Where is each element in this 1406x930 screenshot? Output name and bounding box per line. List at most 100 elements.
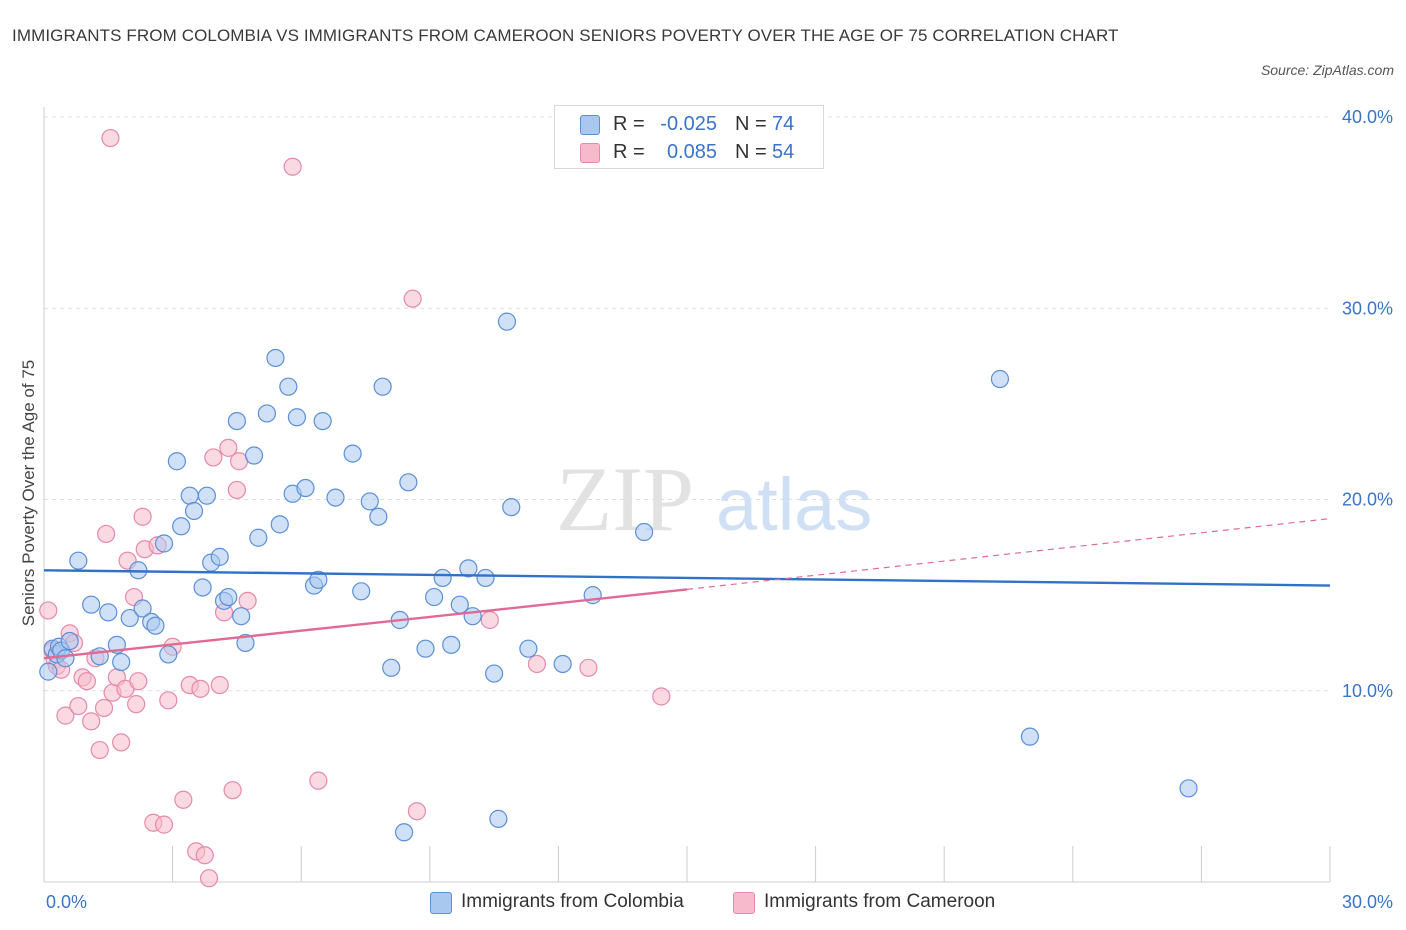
point-colombia xyxy=(463,607,482,626)
point-cameroon xyxy=(191,679,210,698)
point-colombia xyxy=(399,473,418,492)
point-cameroon xyxy=(223,781,242,800)
point-cameroon xyxy=(195,846,214,865)
point-colombia xyxy=(485,664,504,683)
point-cameroon xyxy=(204,448,223,467)
point-cameroon xyxy=(309,771,328,790)
point-colombia xyxy=(287,408,307,427)
point-cameroon xyxy=(283,157,302,176)
legend-n-label: N = xyxy=(735,113,767,135)
legend-label-cameroon: Immigrants from Cameroon xyxy=(764,891,996,912)
legend-swatch-colombia xyxy=(430,892,452,914)
point-colombia xyxy=(167,452,186,471)
point-cameroon xyxy=(133,507,152,526)
point-colombia xyxy=(433,568,452,588)
point-colombia xyxy=(635,522,654,542)
correlation-legend: R = -0.025 N = 74 R = 0.085 N = 54 xyxy=(554,105,824,169)
point-colombia xyxy=(90,647,109,666)
point-colombia xyxy=(266,348,285,368)
point-colombia xyxy=(236,633,255,653)
point-colombia xyxy=(172,517,191,536)
x-tick-label: 0.0% xyxy=(46,892,87,912)
point-cameroon xyxy=(579,658,598,677)
point-cameroon xyxy=(403,289,422,308)
point-cameroon xyxy=(129,672,148,691)
tick-labels: 10.0% 20.0% 30.0% 40.0% 0.0% 30.0% xyxy=(46,107,1393,912)
point-colombia xyxy=(416,639,435,658)
trend-lines xyxy=(43,518,1331,660)
legend-n-value: 54 xyxy=(772,141,795,163)
y-axis-title: Seniors Poverty Over the Age of 75 xyxy=(19,360,38,626)
point-colombia xyxy=(184,501,204,521)
point-colombia xyxy=(326,488,345,507)
legend-r-label: R = xyxy=(613,113,645,135)
series-cameroon-points xyxy=(39,128,671,888)
legend-swatch-colombia xyxy=(580,115,600,135)
point-cameroon xyxy=(407,802,427,821)
point-colombia xyxy=(442,635,461,654)
point-cameroon xyxy=(69,696,88,716)
point-colombia xyxy=(502,498,521,517)
legend-n-label: N = xyxy=(735,141,767,163)
legend-label-colombia: Immigrants from Colombia xyxy=(461,891,684,912)
point-cameroon xyxy=(90,740,109,760)
point-colombia xyxy=(309,570,328,589)
y-tick-label: 40.0% xyxy=(1342,107,1393,127)
point-colombia xyxy=(313,411,332,431)
trend-line-cameroon-projection xyxy=(686,518,1331,590)
point-colombia xyxy=(1179,779,1198,798)
point-colombia xyxy=(343,444,362,463)
point-colombia xyxy=(424,587,444,607)
point-colombia xyxy=(990,369,1010,389)
y-tick-label: 30.0% xyxy=(1342,298,1393,318)
axes xyxy=(43,107,1331,883)
point-colombia xyxy=(459,559,478,578)
point-cameroon xyxy=(56,706,75,725)
point-colombia xyxy=(99,603,118,622)
point-colombia xyxy=(112,652,131,672)
point-cameroon xyxy=(101,128,120,148)
point-colombia xyxy=(69,551,88,570)
point-colombia xyxy=(382,658,401,677)
point-colombia xyxy=(60,631,79,651)
point-colombia xyxy=(56,649,75,668)
point-colombia xyxy=(82,595,101,614)
point-colombia xyxy=(193,578,212,597)
point-colombia xyxy=(270,515,289,534)
point-cameroon xyxy=(97,524,116,544)
point-colombia xyxy=(197,486,216,505)
point-colombia xyxy=(279,377,298,396)
point-colombia xyxy=(146,616,165,635)
point-cameroon xyxy=(159,691,178,710)
x-tick-label: 30.0% xyxy=(1342,892,1393,912)
point-cameroon xyxy=(174,790,193,809)
point-colombia xyxy=(232,607,251,626)
point-cameroon xyxy=(77,672,96,691)
point-colombia xyxy=(394,823,414,842)
legend-n-value: 74 xyxy=(772,113,795,135)
point-colombia xyxy=(296,478,315,498)
chart-title: IMMIGRANTS FROM COLOMBIA VS IMMIGRANTS F… xyxy=(12,26,1119,45)
point-cameroon xyxy=(219,438,238,457)
legend-swatch-cameroon xyxy=(733,892,755,914)
point-colombia xyxy=(257,404,277,423)
point-cameroon xyxy=(527,654,547,674)
watermark-zip: ZIP xyxy=(556,448,694,550)
point-colombia xyxy=(180,486,199,505)
legend-swatch-cameroon xyxy=(580,143,600,163)
watermark: ZIP atlas xyxy=(556,448,872,550)
trend-line-cameroon xyxy=(43,588,688,660)
point-colombia xyxy=(154,534,174,553)
point-colombia xyxy=(369,507,388,526)
point-cameroon xyxy=(199,869,219,888)
source-note: Source: ZipAtlas.com xyxy=(1260,62,1394,78)
point-colombia xyxy=(249,528,268,547)
point-colombia xyxy=(497,312,517,331)
point-colombia xyxy=(360,492,379,511)
series-colombia-points xyxy=(39,312,1198,842)
point-colombia xyxy=(227,411,246,431)
gridlines xyxy=(44,116,1330,692)
point-colombia xyxy=(210,547,229,566)
point-cameroon xyxy=(480,610,499,630)
